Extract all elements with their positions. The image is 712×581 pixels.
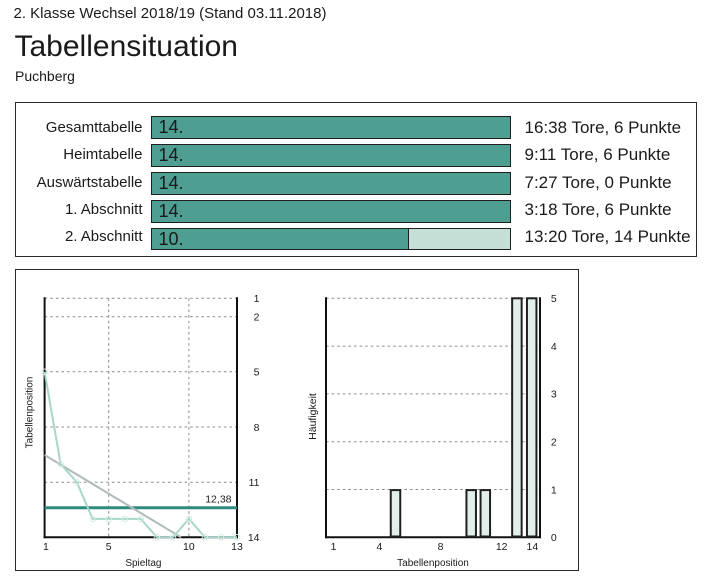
svg-text:1: 1 <box>331 541 337 553</box>
svg-text:11: 11 <box>249 477 260 489</box>
svg-text:Tabellenposition: Tabellenposition <box>24 377 35 449</box>
svg-text:8: 8 <box>254 422 260 434</box>
svg-text:10: 10 <box>183 541 195 553</box>
svg-text:14: 14 <box>527 541 539 553</box>
svg-text:14: 14 <box>248 532 260 544</box>
svg-text:1: 1 <box>254 293 260 305</box>
svg-text:5: 5 <box>106 541 112 553</box>
svg-text:1: 1 <box>551 484 557 496</box>
svg-text:0: 0 <box>551 532 557 544</box>
svg-text:12: 12 <box>496 541 508 553</box>
svg-text:13: 13 <box>231 541 243 553</box>
svg-text:4: 4 <box>376 541 382 553</box>
svg-text:Tabellenposition: Tabellenposition <box>397 558 469 569</box>
svg-text:12,38: 12,38 <box>205 493 231 505</box>
svg-text:Spieltag: Spieltag <box>125 558 161 569</box>
svg-text:2: 2 <box>254 312 260 324</box>
svg-text:5: 5 <box>254 367 260 379</box>
svg-text:3: 3 <box>551 389 557 401</box>
svg-text:4: 4 <box>551 341 557 353</box>
svg-text:5: 5 <box>551 293 557 305</box>
svg-text:1: 1 <box>43 541 49 553</box>
svg-text:8: 8 <box>438 541 444 553</box>
svg-text:2: 2 <box>551 437 557 449</box>
svg-text:Häufigkeit: Häufigkeit <box>307 393 319 440</box>
